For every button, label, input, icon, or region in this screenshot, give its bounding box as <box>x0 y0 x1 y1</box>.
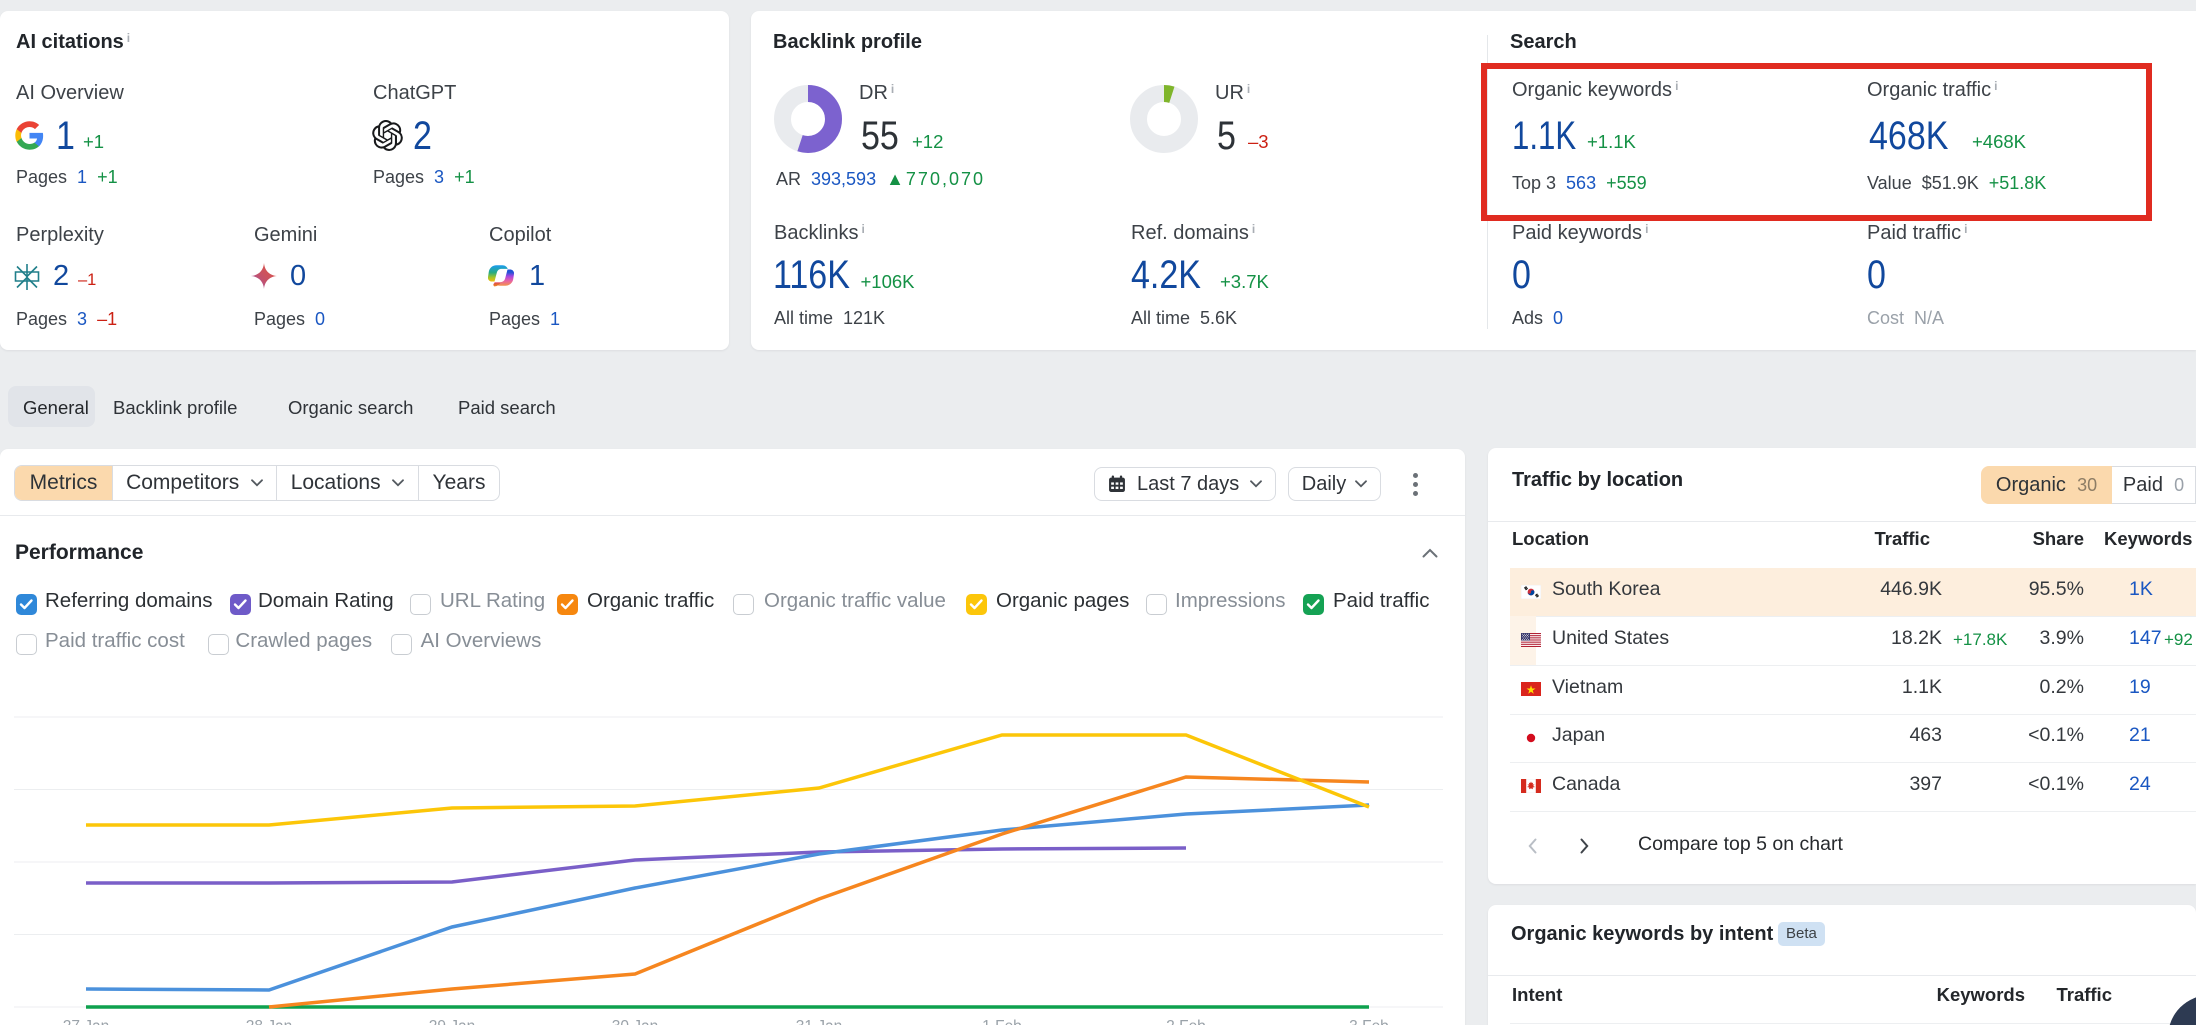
svg-text:1 Feb: 1 Feb <box>982 1018 1022 1025</box>
svg-text:31 Jan: 31 Jan <box>796 1018 843 1025</box>
svg-text:2 Feb: 2 Feb <box>1166 1018 1206 1025</box>
svg-text:28 Jan: 28 Jan <box>246 1018 293 1025</box>
svg-text:29 Jan: 29 Jan <box>429 1018 476 1025</box>
svg-text:27 Jan: 27 Jan <box>63 1018 110 1025</box>
svg-text:30 Jan: 30 Jan <box>612 1018 659 1025</box>
svg-text:3 Feb: 3 Feb <box>1349 1018 1389 1025</box>
